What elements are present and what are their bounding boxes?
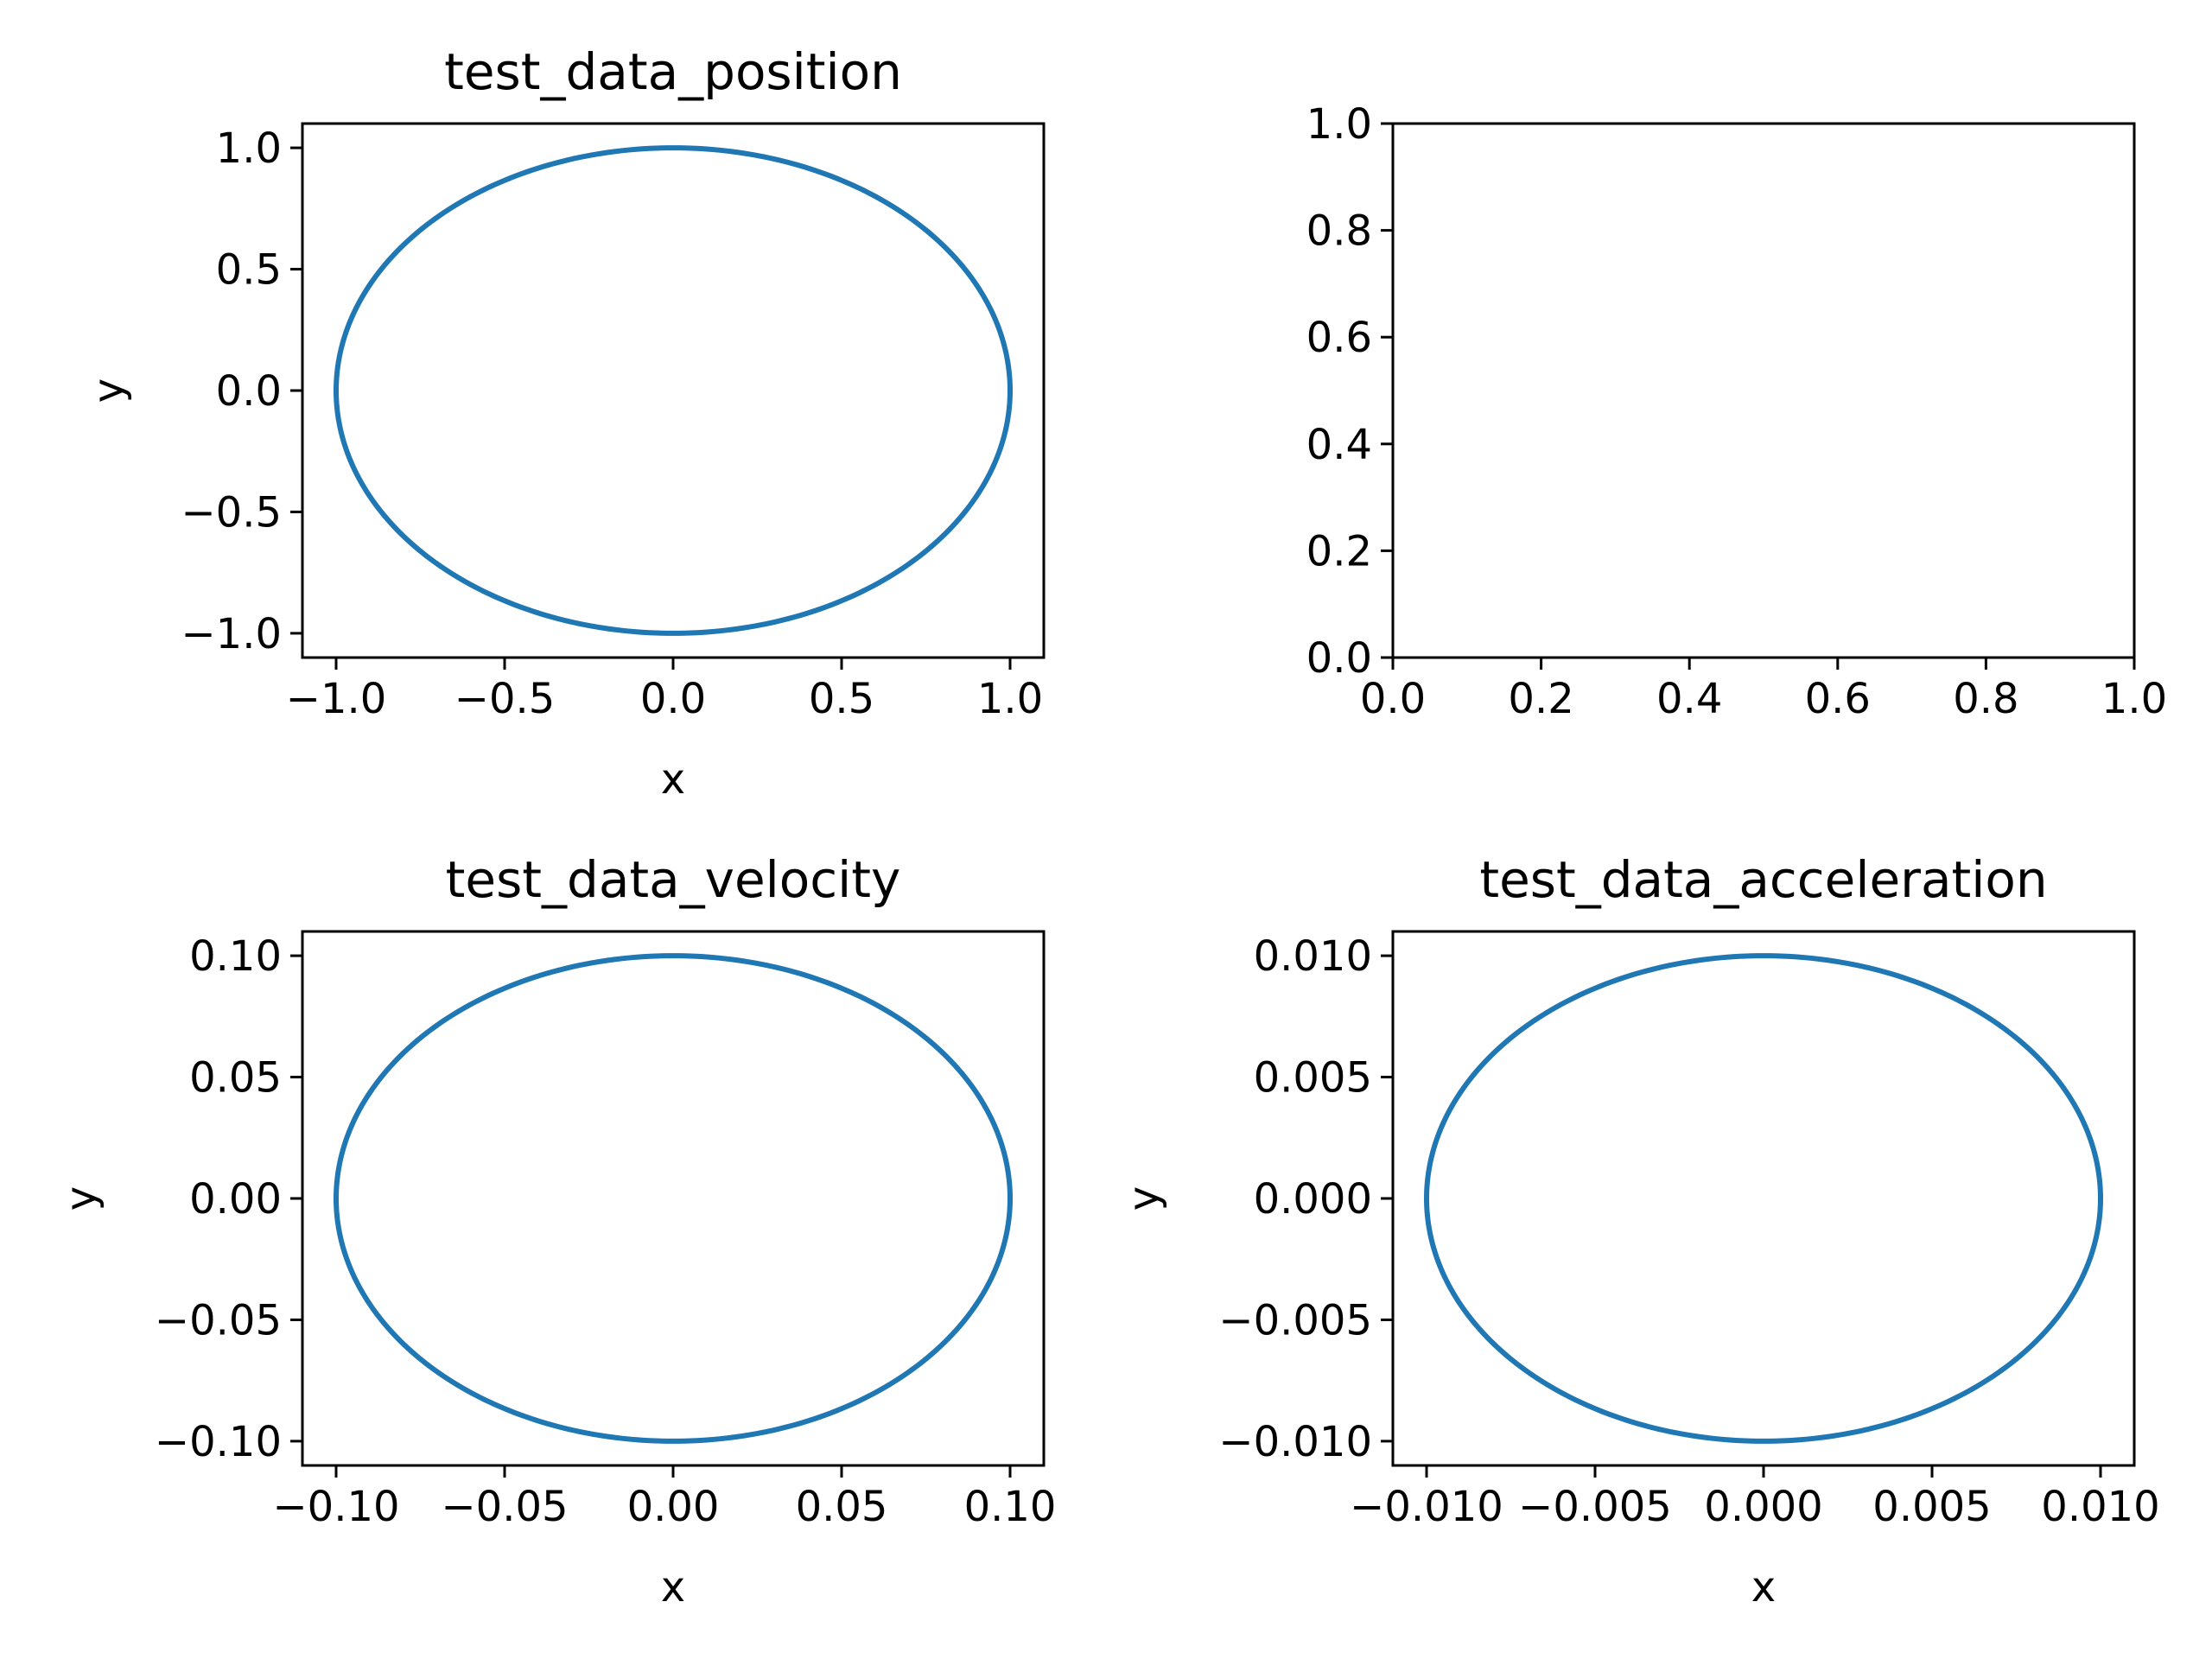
x-tick-label: −0.10 bbox=[272, 1483, 399, 1531]
x-tick-label: 1.0 bbox=[977, 675, 1043, 723]
x-tick-label: −1.0 bbox=[286, 675, 387, 723]
x-tick-label: 0.000 bbox=[1704, 1483, 1822, 1531]
axes-frame bbox=[1391, 122, 2136, 659]
y-tick-label: −0.05 bbox=[155, 1296, 282, 1344]
x-tick-label: 0.6 bbox=[1805, 675, 1871, 723]
x-tick-label: 0.05 bbox=[796, 1483, 888, 1531]
panel-title: test_data_velocity bbox=[446, 850, 901, 909]
axes-frame bbox=[301, 122, 1046, 659]
x-tick-label: −0.05 bbox=[441, 1483, 568, 1531]
y-tick-label: −0.010 bbox=[1218, 1418, 1372, 1466]
x-tick-label: 0.0 bbox=[640, 675, 706, 723]
y-tick-label: 0.0 bbox=[216, 367, 282, 416]
panel-position: test_data_position −1.0 −0.5 0.0 0.5 1.0−1.0… bbox=[85, 42, 1046, 804]
series-line bbox=[334, 953, 1013, 1444]
y-tick-label: −0.005 bbox=[1218, 1296, 1372, 1344]
x-tick-label: −0.5 bbox=[454, 675, 556, 723]
y-tick-label: 0.000 bbox=[1254, 1175, 1372, 1224]
panel-velocity: test_data_velocity −0.10 −0.05 0.00 0.05 0.1… bbox=[57, 850, 1056, 1611]
y-tick-label: 0.8 bbox=[1306, 207, 1372, 256]
x-tick-label: 0.4 bbox=[1656, 675, 1722, 723]
x-axis-label: x bbox=[1751, 1563, 1776, 1611]
y-axis-label: y bbox=[57, 1186, 105, 1211]
ticks: −0.010 −0.005 0.000 0.005 0.010 −0.010 −0.005 0… bbox=[1218, 932, 2159, 1531]
x-tick-label: 1.0 bbox=[2101, 675, 2167, 723]
x-tick-label: 0.00 bbox=[627, 1483, 720, 1531]
x-tick-label: 0.8 bbox=[1953, 675, 2018, 723]
y-tick-label: 0.2 bbox=[1306, 527, 1372, 575]
y-tick-label: 0.4 bbox=[1306, 421, 1372, 469]
x-tick-label: 0.5 bbox=[809, 675, 874, 723]
series-line bbox=[1424, 953, 2103, 1444]
panel-title: test_data_position bbox=[444, 42, 902, 101]
axes-frame bbox=[1391, 930, 2136, 1467]
y-tick-label: 1.0 bbox=[1306, 100, 1372, 149]
x-tick-label: 0.005 bbox=[1872, 1483, 1991, 1531]
series-line bbox=[334, 145, 1013, 636]
x-tick-label: 0.10 bbox=[964, 1483, 1057, 1531]
y-axis-label: y bbox=[1120, 1186, 1168, 1211]
y-tick-label: 1.0 bbox=[216, 124, 282, 173]
ticks: 0.0 0.2 0.4 0.6 0.8 1.0 0.0 0.2 0.4 0.6 0.8 1.0 bbox=[1306, 100, 2168, 723]
y-tick-label: 0.6 bbox=[1306, 314, 1372, 362]
panel-title: test_data_acceleration bbox=[1479, 850, 2047, 909]
y-tick-label: 0.010 bbox=[1254, 932, 1372, 981]
plot-area bbox=[1424, 953, 2103, 1444]
x-tick-label: 0.010 bbox=[2041, 1483, 2159, 1531]
x-tick-label: 0.2 bbox=[1508, 675, 1573, 723]
x-tick-label: −0.005 bbox=[1518, 1483, 1672, 1531]
axes-frame bbox=[301, 930, 1046, 1467]
y-tick-label: −0.5 bbox=[181, 488, 282, 537]
y-tick-label: −1.0 bbox=[181, 610, 282, 658]
ticks: −1.0 −0.5 0.0 0.5 1.0 −1.0 −0.5 0.0 0.5 1.0 bbox=[181, 124, 1043, 723]
y-tick-label: −0.10 bbox=[155, 1418, 282, 1466]
panel-empty: 0.0 0.2 0.4 0.6 0.8 1.0 0.0 0.2 0.4 0.6 0.8 1.0 bbox=[1306, 100, 2168, 723]
y-tick-label: 0.005 bbox=[1254, 1054, 1372, 1103]
y-tick-label: 0.10 bbox=[189, 932, 282, 981]
plot-area bbox=[334, 145, 1013, 636]
x-tick-label: 0.0 bbox=[1360, 675, 1426, 723]
y-tick-label: 0.00 bbox=[189, 1175, 282, 1224]
y-axis-label: y bbox=[85, 378, 133, 403]
plot-area bbox=[334, 953, 1013, 1444]
y-tick-label: 0.0 bbox=[1306, 634, 1372, 683]
x-axis-label: x bbox=[661, 755, 685, 804]
y-tick-label: 0.5 bbox=[216, 246, 282, 295]
ticks: −0.10 −0.05 0.00 0.05 0.10 −0.10 −0.05 0.00 0.05… bbox=[155, 932, 1057, 1531]
x-tick-label: −0.010 bbox=[1350, 1483, 1503, 1531]
y-tick-label: 0.05 bbox=[189, 1054, 282, 1103]
panel-acceleration: test_data_acceleration −0.010 −0.005 0.000… bbox=[1120, 850, 2160, 1611]
x-axis-label: x bbox=[661, 1563, 685, 1611]
